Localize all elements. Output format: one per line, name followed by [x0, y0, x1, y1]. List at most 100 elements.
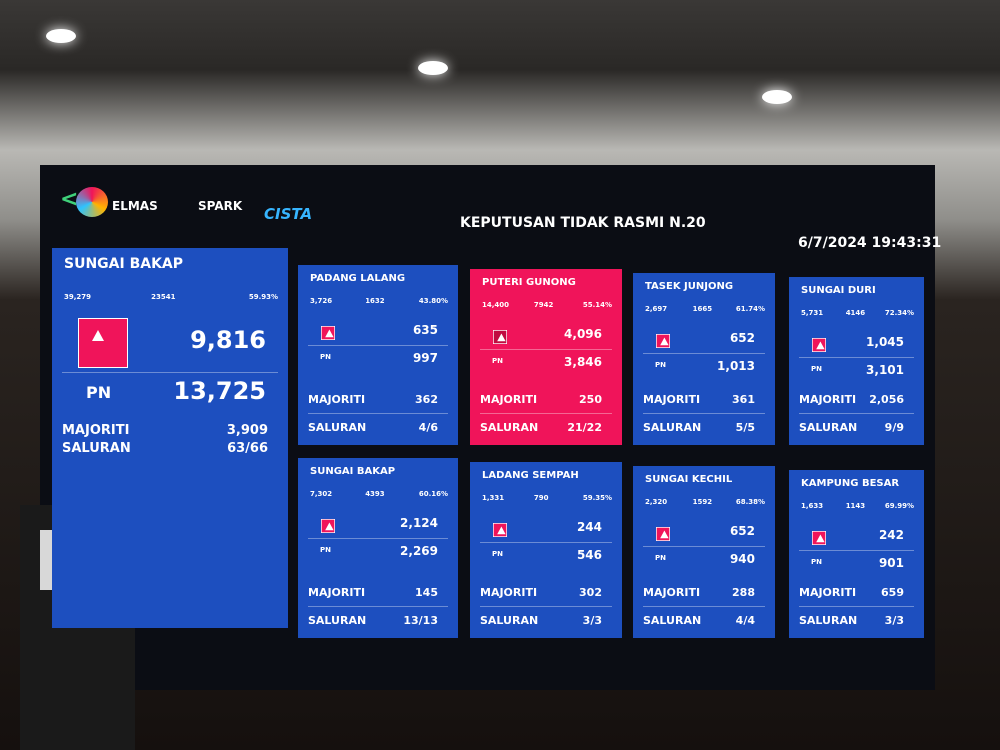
- votes-a: 9,816: [190, 326, 266, 354]
- percent: 69.99%: [884, 502, 914, 510]
- turnout: 7942: [533, 301, 554, 309]
- voters: 1,331: [482, 494, 505, 502]
- majoriti-label: MAJORITI: [480, 586, 538, 599]
- ceiling-light: [46, 29, 76, 43]
- result-panel: SUNGAI BAKAP 7,302 4393 60.16% 2,124 PN 2,269 M…: [298, 458, 458, 638]
- turnout: 1592: [692, 498, 713, 506]
- votes-pn: 3,846: [564, 355, 602, 369]
- pn-label: PN: [492, 550, 503, 558]
- votes-a: 652: [729, 331, 755, 345]
- party-a-icon: [656, 527, 670, 541]
- separator: [480, 349, 612, 350]
- constituency-name: PADANG LALANG: [310, 273, 406, 284]
- party-a-icon: [812, 338, 826, 352]
- votes-a: 242: [878, 528, 904, 542]
- majoriti: 361: [732, 393, 755, 406]
- separator: [308, 538, 448, 539]
- saluran-label: SALURAN: [308, 614, 367, 627]
- separator: [480, 606, 612, 607]
- saluran: 5/5: [735, 421, 755, 434]
- voters: 2,697: [645, 305, 668, 313]
- voters: 14,400: [482, 301, 510, 309]
- pn-label: PN: [655, 554, 666, 562]
- pn-label: PN: [811, 558, 822, 566]
- result-panel: SUNGAI DURI 5,731 4146 72.34% 1,045 PN 3,101 MA…: [789, 277, 924, 445]
- percent: 59.93%: [248, 292, 278, 301]
- separator: [480, 542, 612, 543]
- constituency-name: SUNGAI BAKAP: [64, 256, 184, 272]
- separator: [308, 413, 448, 414]
- votes-pn: 940: [729, 552, 755, 566]
- saluran-label: SALURAN: [480, 614, 539, 627]
- majoriti: 2,056: [869, 393, 904, 406]
- ceiling-light: [762, 90, 792, 104]
- votes-pn: 1,013: [717, 359, 755, 373]
- pn-label: PN: [655, 361, 666, 369]
- majoriti: 250: [579, 393, 602, 406]
- majoriti-label: MAJORITI: [480, 393, 538, 406]
- result-panel: TASEK JUNJONG 2,697 1665 61.74% 652 PN 1,013 MA…: [633, 273, 775, 445]
- logo: CISTA: [264, 205, 313, 223]
- result-panel: SUNGAI KECHIL 2,320 1592 68.38% 652 PN 940 MAJO…: [633, 466, 775, 638]
- saluran: 3/3: [582, 614, 602, 627]
- constituency-name: TASEK JUNJONG: [645, 281, 734, 292]
- separator: [643, 606, 765, 607]
- result-panel: PUTERI GUNONG 14,400 7942 55.14% 4,096 PN 3,84…: [470, 269, 622, 445]
- logo: ELMAS: [112, 199, 158, 213]
- party-a-icon: [78, 318, 128, 368]
- separator: [308, 345, 448, 346]
- majoriti-label: MAJORITI: [308, 586, 366, 599]
- logo-icon: [76, 187, 108, 217]
- percent: 43.80%: [418, 297, 448, 305]
- majoriti: 362: [415, 393, 438, 406]
- pn-label: PN: [492, 357, 503, 365]
- ceiling-light: [418, 61, 448, 75]
- separator: [480, 413, 612, 414]
- majoriti-label: MAJORITI: [643, 393, 701, 406]
- majoriti: 659: [881, 586, 904, 599]
- percent: 72.34%: [884, 309, 914, 317]
- turnout: 23541: [151, 292, 176, 301]
- separator: [799, 606, 914, 607]
- votes-a: 244: [576, 520, 602, 534]
- voters: 1,633: [801, 502, 824, 510]
- result-panel: LADANG SEMPAH 1,331 790 59.35% 244 PN 546 MAJOR…: [470, 462, 622, 638]
- saluran-label: SALURAN: [799, 614, 858, 627]
- saluran-label: SALURAN: [308, 421, 367, 434]
- saluran: 9/9: [884, 421, 904, 434]
- votes-a: 2,124: [400, 516, 438, 530]
- party-a-icon: [656, 334, 670, 348]
- turnout: 790: [533, 494, 549, 502]
- voters: 7,302: [310, 490, 333, 498]
- votes-pn: 997: [412, 351, 438, 365]
- separator: [643, 353, 765, 354]
- voters: 5,731: [801, 309, 824, 317]
- result-panel: PADANG LALANG 3,726 1632 43.80% 635 PN 997 MAJO…: [298, 265, 458, 445]
- votes-pn: 901: [878, 556, 904, 570]
- voters: 39,279: [64, 292, 92, 301]
- turnout: 1143: [845, 502, 866, 510]
- votes-pn: 13,725: [173, 377, 266, 405]
- party-a-icon: [493, 330, 507, 344]
- saluran: 4/6: [418, 421, 438, 434]
- turnout: 1632: [365, 297, 385, 305]
- majoriti: 145: [415, 586, 438, 599]
- pn-label: PN: [320, 353, 331, 361]
- percent: 60.16%: [418, 490, 448, 498]
- separator: [643, 413, 765, 414]
- saluran: 63/66: [227, 441, 268, 456]
- party-a-icon: [493, 523, 507, 537]
- majoriti-label: MAJORITI: [308, 393, 366, 406]
- majoriti: 3,909: [226, 423, 268, 438]
- saluran-label: SALURAN: [62, 441, 131, 456]
- party-a-icon: [812, 531, 826, 545]
- voters: 2,320: [645, 498, 668, 506]
- result-panel: KAMPUNG BESAR 1,633 1143 69.99% 242 PN 901 MAJO…: [789, 470, 924, 638]
- majoriti: 288: [732, 586, 755, 599]
- datetime: 6/7/2024 19:43:31: [798, 235, 942, 251]
- votes-a: 635: [412, 323, 438, 337]
- votes-pn: 546: [576, 548, 602, 562]
- constituency-name: SUNGAI KECHIL: [645, 474, 733, 485]
- saluran: 21/22: [567, 421, 602, 434]
- pn-label: PN: [320, 546, 331, 554]
